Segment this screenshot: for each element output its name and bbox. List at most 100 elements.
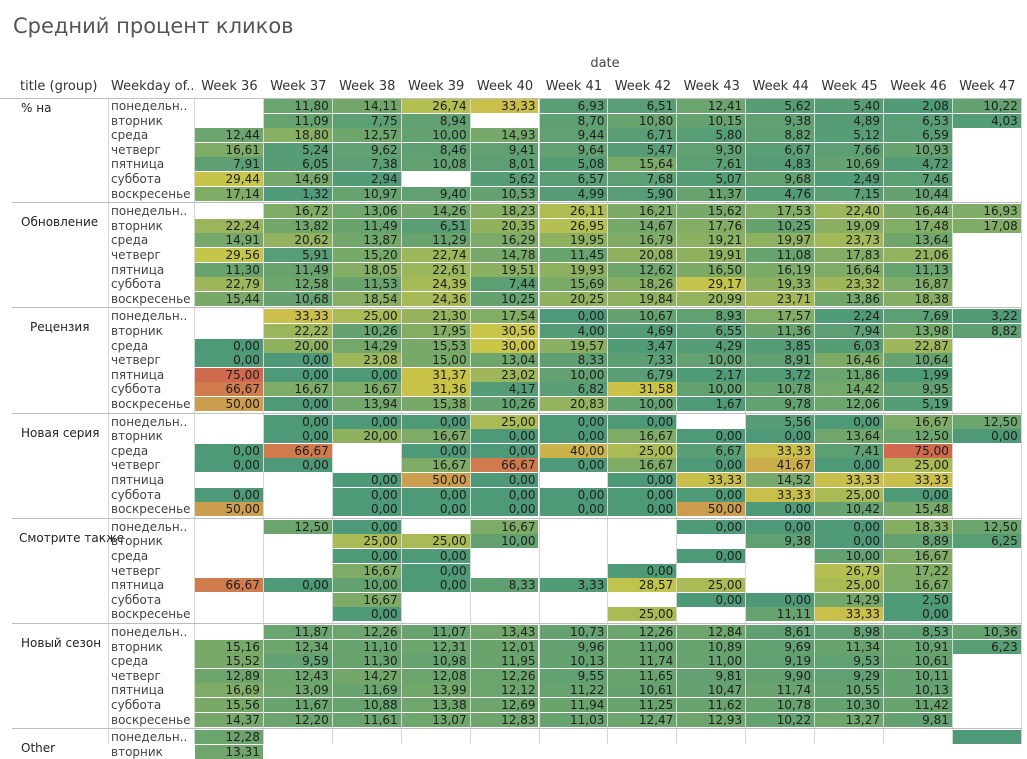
heatmap-cell[interactable]: 13,82	[263, 218, 332, 233]
heatmap-cell[interactable]: 10,64	[884, 353, 952, 368]
heatmap-cell[interactable]: 19,97	[746, 233, 815, 248]
heatmap-cell[interactable]: 10,00	[677, 382, 746, 397]
heatmap-cell[interactable]: 17,83	[815, 248, 883, 262]
heatmap-cell[interactable]: 16,67	[608, 458, 677, 473]
column-header-11[interactable]: Week 46	[890, 79, 947, 94]
heatmap-cell[interactable]: 5,80	[677, 128, 746, 143]
heatmap-cell[interactable]: 8,98	[815, 625, 883, 639]
heatmap-cell[interactable]: 31,58	[608, 382, 677, 397]
heatmap-cell[interactable]: 10,22	[746, 712, 815, 727]
weekday-label[interactable]: вторник	[111, 744, 163, 759]
heatmap-cell[interactable]: 10,47	[677, 683, 746, 698]
heatmap-cell[interactable]: 41,67	[746, 458, 815, 473]
heatmap-cell[interactable]: 15,44	[195, 291, 263, 306]
heatmap-cell[interactable]: 0,00	[608, 502, 677, 517]
heatmap-cell[interactable]: 11,36	[746, 324, 815, 338]
heatmap-cell[interactable]: 13,09	[263, 683, 332, 698]
heatmap-cell[interactable]: 20,99	[677, 291, 746, 306]
heatmap-cell[interactable]: 12,12	[470, 683, 539, 698]
heatmap-cell[interactable]: 21,30	[401, 309, 470, 324]
heatmap-cell[interactable]: 19,21	[677, 233, 746, 248]
heatmap-cell[interactable]: 0,00	[746, 519, 815, 534]
weekday-label[interactable]: четверг	[111, 248, 161, 262]
heatmap-cell[interactable]: 0,00	[746, 502, 815, 517]
heatmap-cell[interactable]: 23,32	[815, 277, 883, 292]
heatmap-cell[interactable]: 17,14	[195, 186, 263, 201]
heatmap-cell[interactable]: 10,44	[884, 186, 952, 201]
heatmap-cell[interactable]: 16,44	[884, 204, 952, 219]
heatmap-cell[interactable]: 11,00	[677, 654, 746, 669]
heatmap-cell[interactable]: 0,00	[332, 473, 401, 487]
heatmap-cell[interactable]: 33,33	[746, 443, 815, 458]
heatmap-cell[interactable]: 0,00	[677, 429, 746, 444]
heatmap-cell[interactable]: 13,38	[401, 698, 470, 712]
heatmap-cell[interactable]: 0,00	[263, 458, 332, 473]
heatmap-cell[interactable]: 28,57	[608, 578, 677, 593]
heatmap-cell[interactable]: 25,00	[608, 607, 677, 622]
heatmap-cell[interactable]: 5,24	[263, 142, 332, 157]
heatmap-cell[interactable]: 12,06	[815, 397, 883, 411]
heatmap-cell[interactable]: 33,33	[884, 473, 952, 487]
heatmap-cell[interactable]: 10,91	[884, 639, 952, 654]
column-header-1[interactable]: Week 36	[201, 79, 258, 94]
heatmap-cell[interactable]: 0,00	[332, 502, 401, 517]
heatmap-cell[interactable]: 12,93	[677, 712, 746, 727]
heatmap-cell[interactable]: 33,33	[815, 607, 883, 622]
heatmap-cell[interactable]: 0,00	[263, 353, 332, 368]
heatmap-cell[interactable]: 0,00	[677, 458, 746, 473]
heatmap-cell[interactable]: 9,68	[746, 172, 815, 186]
heatmap-cell[interactable]: 10,26	[470, 397, 539, 411]
heatmap-cell[interactable]: 0,00	[263, 414, 332, 429]
heatmap-cell[interactable]: 25,00	[677, 578, 746, 593]
heatmap-cell[interactable]: 9,30	[677, 142, 746, 157]
heatmap-cell[interactable]: 12,58	[263, 277, 332, 292]
heatmap-cell[interactable]: 4,89	[815, 113, 883, 128]
heatmap-cell[interactable]: 14,52	[746, 473, 815, 487]
heatmap-cell[interactable]: 2,08	[884, 99, 952, 113]
heatmap-cell[interactable]: 13,64	[815, 429, 883, 444]
heatmap-cell[interactable]: 4,76	[746, 186, 815, 201]
heatmap-cell[interactable]: 0,00	[332, 487, 401, 502]
heatmap-cell[interactable]: 10,80	[608, 113, 677, 128]
heatmap-cell[interactable]: 3,85	[746, 338, 815, 353]
group-label[interactable]: Смотрите также	[19, 530, 125, 545]
heatmap-cell[interactable]: 19,57	[539, 338, 608, 353]
heatmap-cell[interactable]: 2,94	[332, 172, 401, 186]
heatmap-cell[interactable]: 15,48	[884, 502, 952, 517]
heatmap-cell[interactable]: 11,03	[539, 712, 608, 727]
heatmap-cell[interactable]: 4,00	[539, 324, 608, 338]
heatmap-cell[interactable]: 0,00	[470, 473, 539, 487]
heatmap-cell[interactable]: 25,00	[470, 414, 539, 429]
heatmap-cell[interactable]: 16,67	[884, 578, 952, 593]
weekday-label[interactable]: вторник	[111, 324, 163, 338]
heatmap-cell[interactable]: 13,07	[401, 712, 470, 727]
heatmap-cell[interactable]: 14,93	[470, 128, 539, 143]
heatmap-cell[interactable]: 50,00	[401, 473, 470, 487]
heatmap-cell[interactable]: 7,44	[470, 277, 539, 292]
heatmap-cell[interactable]: 20,00	[332, 429, 401, 444]
heatmap-cell[interactable]: 2,50	[884, 592, 952, 607]
heatmap-cell[interactable]: 0,00	[470, 443, 539, 458]
heatmap-cell[interactable]: 13,87	[332, 233, 401, 248]
heatmap-cell[interactable]: 66,67	[195, 382, 263, 397]
heatmap-cell[interactable]: 25,00	[332, 309, 401, 324]
heatmap-cell[interactable]: 7,61	[677, 157, 746, 172]
heatmap-cell[interactable]: 10,88	[332, 698, 401, 712]
heatmap-cell[interactable]: 0,00	[608, 473, 677, 487]
heatmap-cell[interactable]: 14,91	[195, 233, 263, 248]
heatmap-cell[interactable]: 10,25	[746, 218, 815, 233]
weekday-label[interactable]: суббота	[111, 382, 162, 397]
heatmap-cell[interactable]: 0,00	[539, 502, 608, 517]
heatmap-cell[interactable]: 11,74	[608, 654, 677, 669]
heatmap-cell[interactable]: 0,00	[677, 519, 746, 534]
heatmap-cell[interactable]: 6,82	[539, 382, 608, 397]
group-label[interactable]: Новый сезон	[21, 636, 102, 650]
heatmap-cell[interactable]: 17,53	[746, 204, 815, 219]
heatmap-cell[interactable]: 16,69	[195, 683, 263, 698]
column-header-9[interactable]: Week 44	[752, 79, 809, 94]
heatmap-cell[interactable]: 11,30	[332, 654, 401, 669]
heatmap-cell[interactable]: 8,46	[401, 142, 470, 157]
heatmap-cell[interactable]: 10,36	[952, 625, 1021, 639]
weekday-label[interactable]: воскресенье	[111, 186, 191, 201]
heatmap-cell[interactable]: 4,99	[539, 186, 608, 201]
